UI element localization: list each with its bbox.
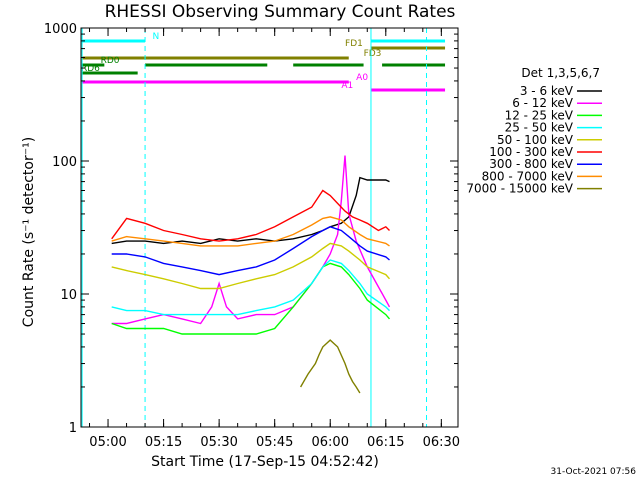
x-tick-label: 05:30 bbox=[200, 435, 237, 450]
legend-label: 100 - 300 keV bbox=[489, 145, 573, 159]
y-tick-label: 1000 bbox=[44, 22, 77, 37]
annotation-label: FD3 bbox=[364, 49, 382, 59]
legend-label: 3 - 6 keV bbox=[520, 84, 574, 98]
x-tick-label: 05:00 bbox=[89, 435, 126, 450]
series-line bbox=[299, 339, 361, 394]
legend-label: 12 - 25 keV bbox=[505, 108, 574, 122]
x-tick-label: 06:15 bbox=[367, 435, 404, 450]
x-tick-label: 06:30 bbox=[423, 435, 460, 450]
vertical-markers bbox=[81, 28, 428, 427]
timestamp: 31-Oct-2021 07:56 bbox=[551, 467, 637, 477]
x-tick-label: 06:00 bbox=[312, 435, 349, 450]
series-line bbox=[111, 262, 391, 335]
legend-label: 7000 - 15000 keV bbox=[466, 182, 573, 196]
x-axis-label: Start Time (17-Sep-15 04:52:42) bbox=[151, 454, 379, 470]
legend-title: Det 1,3,5,6,7 bbox=[521, 66, 600, 80]
legend-label: 25 - 50 keV bbox=[505, 121, 574, 135]
chart-title: RHESSI Observing Summary Count Rates bbox=[105, 2, 456, 22]
plot-frame bbox=[80, 27, 459, 428]
y-axis-label: Count Rate (s⁻¹ detector⁻¹) bbox=[21, 137, 37, 327]
x-tick-label: 05:45 bbox=[256, 435, 293, 450]
y-axis-ticks: 1 10 100 1000 bbox=[44, 22, 458, 436]
series-line bbox=[111, 155, 391, 325]
series-line bbox=[111, 216, 390, 247]
legend-label: 300 - 800 keV bbox=[489, 157, 573, 171]
annotation-label: RD0 bbox=[101, 56, 120, 66]
legend-label: 6 - 12 keV bbox=[512, 96, 574, 110]
annotation-label: A0 bbox=[356, 73, 368, 83]
series-line bbox=[111, 242, 391, 290]
annotation-label: FD1 bbox=[345, 39, 363, 49]
series-line bbox=[111, 226, 390, 276]
annotation-label: RD6 bbox=[81, 64, 100, 74]
annotation-label: N bbox=[152, 32, 159, 42]
x-tick-label: 05:15 bbox=[145, 435, 182, 450]
annotation-label: A1 bbox=[341, 81, 353, 91]
x-axis-ticks: 05:00 05:15 05:30 05:45 06:00 06:15 06:30 bbox=[89, 28, 460, 450]
series-line bbox=[111, 189, 390, 242]
y-tick-label: 10 bbox=[60, 288, 77, 303]
legend-label: 50 - 100 keV bbox=[497, 133, 574, 147]
series-line bbox=[111, 259, 390, 316]
legend-label: 800 - 7000 keV bbox=[482, 169, 574, 183]
y-tick-label: 100 bbox=[52, 155, 77, 170]
series-lines bbox=[111, 155, 391, 394]
y-tick-label: 1 bbox=[69, 421, 77, 436]
series-line bbox=[111, 176, 390, 245]
